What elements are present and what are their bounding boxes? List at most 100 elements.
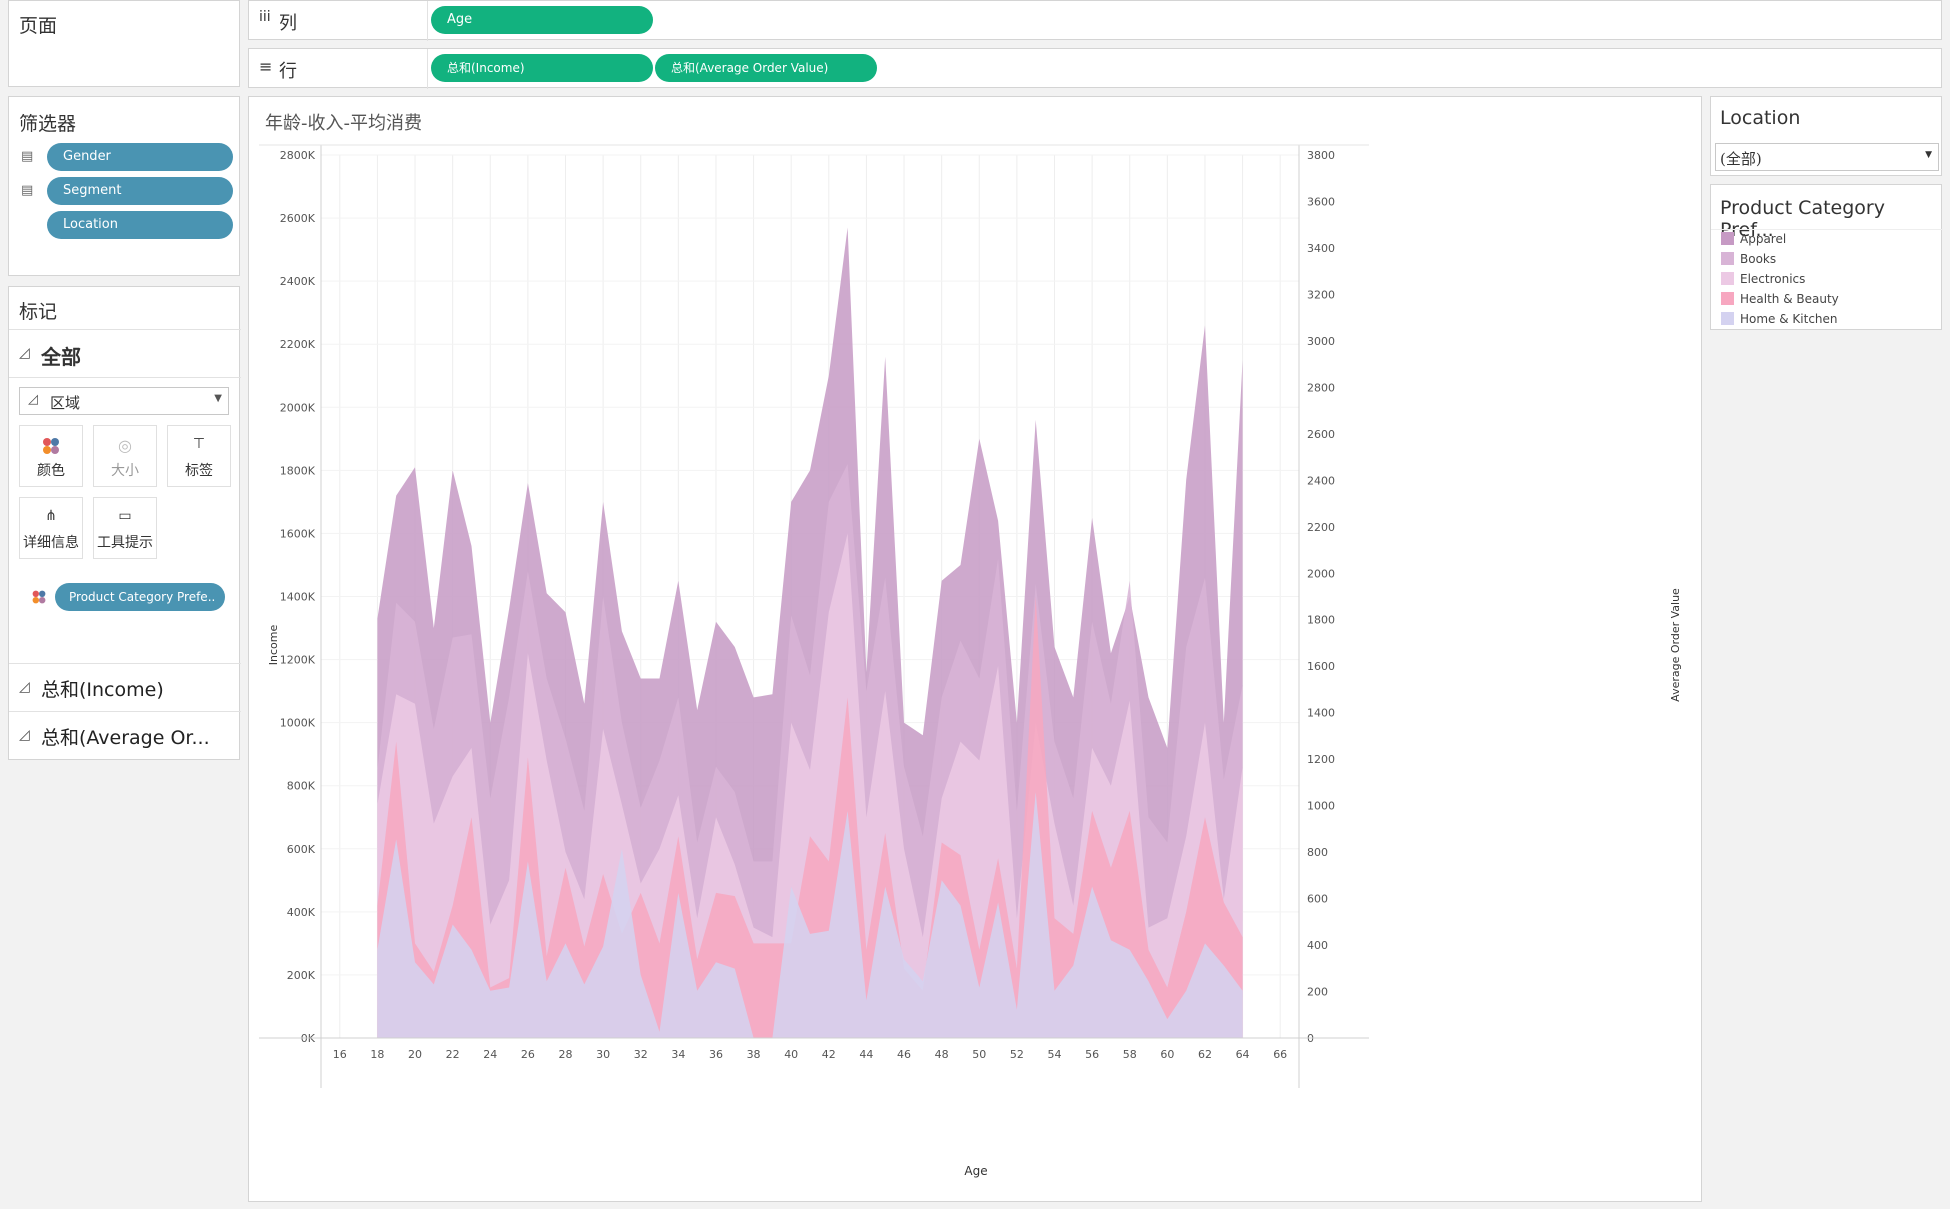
color-pill-product-category[interactable]: Product Category Prefe..	[55, 583, 225, 611]
y2-tick-label: 2200	[1307, 521, 1335, 534]
x-tick-label: 16	[333, 1048, 347, 1061]
x-tick-label: 52	[1010, 1048, 1024, 1061]
y-tick-label: 400K	[287, 906, 316, 919]
x-tick-label: 44	[859, 1048, 873, 1061]
rows-icon: ≡	[259, 57, 273, 76]
legend-swatch	[1721, 292, 1734, 305]
y-tick-label: 2000K	[280, 401, 316, 414]
label-button[interactable]: ⊤ 标签	[167, 425, 231, 487]
y2-axis-title: Average Order Value	[1669, 588, 1682, 702]
x-tick-label: 26	[521, 1048, 535, 1061]
marks-income-section[interactable]: 总和(Income)	[41, 679, 164, 701]
chart-title: 年龄-收入-平均消费	[265, 113, 422, 134]
y2-tick-label: 800	[1307, 846, 1328, 859]
y-tick-label: 2800K	[280, 149, 316, 162]
legend-label: Home & Kitchen	[1740, 312, 1838, 326]
y2-tick-label: 2600	[1307, 428, 1335, 441]
legend-item-electronics[interactable]: Electronics	[1721, 271, 1805, 287]
x-tick-label: 34	[671, 1048, 685, 1061]
x-tick-label: 54	[1048, 1048, 1062, 1061]
legend-swatch	[1721, 272, 1734, 285]
pages-title: 页面	[19, 15, 58, 37]
marks-aov-section[interactable]: 总和(Average Or...	[41, 727, 210, 749]
area-series-home-kitchen[interactable]	[377, 792, 1243, 1038]
legend-item-home-kitchen[interactable]: Home & Kitchen	[1721, 311, 1838, 327]
chevron-down-icon: ▼	[214, 393, 222, 404]
columns-shelf[interactable]: iii 列 Age	[248, 0, 1942, 41]
rows-shelf[interactable]: ≡ 行 总和(Income) 总和(Average Order Value)	[248, 48, 1942, 89]
x-tick-label: 18	[370, 1048, 384, 1061]
filters-panel: 筛选器 ▤ Gender ▤ Segment Location	[8, 96, 240, 276]
y-tick-label: 1200K	[280, 654, 316, 667]
size-button[interactable]: ◎ 大小	[93, 425, 157, 487]
legend-swatch	[1721, 232, 1734, 245]
tooltip-button-label: 工具提示	[97, 535, 153, 551]
location-filter-title: Location	[1720, 107, 1801, 129]
y2-tick-label: 1600	[1307, 660, 1335, 673]
y2-tick-label: 3400	[1307, 242, 1335, 255]
y-tick-label: 2200K	[280, 338, 316, 351]
y-tick-label: 2600K	[280, 212, 316, 225]
legend-label: Apparel	[1740, 232, 1787, 246]
area-chart-icon: ◿	[19, 679, 30, 695]
x-tick-label: 36	[709, 1048, 723, 1061]
area-chart-icon: ◿	[19, 727, 30, 743]
x-tick-label: 58	[1123, 1048, 1137, 1061]
y-tick-label: 1400K	[280, 591, 316, 604]
filter-pill-gender[interactable]: Gender	[47, 143, 233, 171]
text-label-icon: ⊤	[192, 436, 206, 452]
y2-tick-label: 3000	[1307, 335, 1335, 348]
y-tick-label: 600K	[287, 843, 316, 856]
database-icon: ▤	[21, 149, 34, 164]
y2-tick-label: 200	[1307, 986, 1328, 999]
x-tick-label: 48	[935, 1048, 949, 1061]
columns-pill-age[interactable]: Age	[431, 6, 653, 34]
size-icon: ◎	[118, 436, 132, 455]
tooltip-button[interactable]: ▭ 工具提示	[93, 497, 157, 559]
area-chart-icon: ◿	[19, 345, 30, 361]
x-tick-label: 60	[1160, 1048, 1174, 1061]
detail-button[interactable]: ⋔ 详细信息	[19, 497, 83, 559]
filter-pill-segment[interactable]: Segment	[47, 177, 233, 205]
x-tick-label: 46	[897, 1048, 911, 1061]
color-button[interactable]: 颜色	[19, 425, 83, 487]
y2-tick-label: 1800	[1307, 614, 1335, 627]
location-filter-panel: Location (全部) ▼	[1710, 96, 1942, 176]
detail-tree-icon: ⋔	[45, 508, 57, 524]
rows-pill-aov[interactable]: 总和(Average Order Value)	[655, 54, 877, 82]
rows-label: 行	[279, 61, 297, 82]
x-tick-label: 50	[972, 1048, 986, 1061]
legend-item-health-beauty[interactable]: Health & Beauty	[1721, 291, 1839, 307]
detail-button-label: 详细信息	[23, 535, 79, 551]
marks-all-label[interactable]: 全部	[41, 345, 81, 369]
y-tick-label: 1000K	[280, 717, 316, 730]
mark-type-dropdown[interactable]: ◿ 区域 ▼	[19, 387, 229, 415]
filter-pill-location[interactable]: Location	[47, 211, 233, 239]
y2-tick-label: 1400	[1307, 707, 1335, 720]
y2-tick-label: 3600	[1307, 195, 1335, 208]
y-axis-title: Income	[267, 625, 280, 666]
x-tick-label: 62	[1198, 1048, 1212, 1061]
columns-icon: iii	[259, 9, 271, 25]
location-dropdown[interactable]: (全部) ▼	[1715, 143, 1939, 171]
filters-title: 筛选器	[19, 113, 77, 135]
y-tick-label: 2400K	[280, 275, 316, 288]
x-tick-label: 22	[446, 1048, 460, 1061]
label-button-label: 标签	[185, 463, 213, 479]
mark-type-value: 区域	[50, 394, 81, 412]
y2-tick-label: 2000	[1307, 567, 1335, 580]
x-tick-label: 28	[559, 1048, 573, 1061]
marks-title: 标记	[19, 301, 58, 323]
rows-pill-income[interactable]: 总和(Income)	[431, 54, 653, 82]
y2-tick-label: 3200	[1307, 288, 1335, 301]
x-axis-title: Age	[964, 1164, 987, 1178]
color-button-label: 颜色	[37, 463, 65, 479]
x-tick-label: 42	[822, 1048, 836, 1061]
x-tick-label: 24	[483, 1048, 497, 1061]
legend-swatch	[1721, 252, 1734, 265]
area-chart[interactable]: 年龄-收入-平均消费 16 18 20 22 24 26 28 30 32 34 36 38 40 42 4…	[249, 97, 1701, 1201]
legend-item-apparel[interactable]: Apparel	[1721, 231, 1786, 247]
y2-tick-label: 2800	[1307, 381, 1335, 394]
legend-item-books[interactable]: Books	[1721, 251, 1776, 267]
x-tick-label: 30	[596, 1048, 610, 1061]
